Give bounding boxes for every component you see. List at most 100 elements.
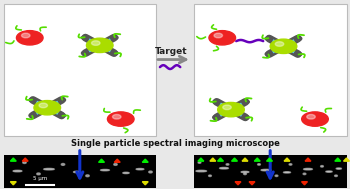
Ellipse shape: [47, 107, 53, 111]
Ellipse shape: [265, 52, 273, 56]
Circle shape: [244, 173, 246, 175]
Polygon shape: [10, 158, 16, 161]
Ellipse shape: [29, 113, 37, 118]
Circle shape: [303, 173, 306, 175]
Ellipse shape: [101, 169, 109, 171]
Ellipse shape: [123, 172, 129, 174]
Ellipse shape: [225, 109, 232, 113]
Circle shape: [149, 171, 152, 173]
FancyBboxPatch shape: [4, 155, 156, 188]
Ellipse shape: [13, 170, 22, 172]
Ellipse shape: [99, 45, 106, 49]
Circle shape: [335, 175, 337, 177]
Ellipse shape: [41, 107, 48, 111]
Text: Single particle spectral imaging microscope: Single particle spectral imaging microsc…: [71, 139, 279, 148]
Ellipse shape: [58, 98, 65, 102]
Text: 5 μm: 5 μm: [33, 177, 47, 181]
Ellipse shape: [74, 171, 80, 173]
Circle shape: [209, 31, 236, 45]
Circle shape: [198, 162, 201, 163]
Ellipse shape: [82, 36, 89, 40]
Circle shape: [226, 164, 229, 165]
Polygon shape: [218, 158, 223, 161]
Polygon shape: [142, 159, 148, 162]
Ellipse shape: [294, 36, 302, 41]
Ellipse shape: [136, 169, 144, 170]
Circle shape: [34, 101, 61, 115]
Ellipse shape: [110, 51, 118, 55]
Ellipse shape: [99, 42, 106, 46]
Circle shape: [223, 105, 231, 110]
Circle shape: [218, 102, 244, 117]
Ellipse shape: [283, 46, 289, 50]
Ellipse shape: [241, 171, 249, 173]
Ellipse shape: [230, 106, 237, 110]
Circle shape: [21, 33, 30, 38]
Polygon shape: [249, 182, 255, 185]
Ellipse shape: [220, 167, 228, 169]
Ellipse shape: [284, 172, 290, 173]
Ellipse shape: [94, 42, 100, 46]
Circle shape: [275, 42, 284, 46]
Polygon shape: [302, 182, 307, 185]
Circle shape: [16, 31, 43, 45]
Ellipse shape: [294, 52, 302, 56]
Polygon shape: [235, 182, 241, 185]
Ellipse shape: [110, 36, 118, 40]
Ellipse shape: [283, 43, 289, 47]
Circle shape: [214, 33, 223, 38]
Ellipse shape: [278, 43, 284, 47]
Circle shape: [114, 163, 117, 165]
Circle shape: [258, 164, 260, 165]
Ellipse shape: [304, 168, 312, 170]
Ellipse shape: [94, 45, 100, 49]
Polygon shape: [198, 158, 204, 161]
Polygon shape: [267, 158, 272, 161]
Polygon shape: [335, 158, 341, 161]
Circle shape: [23, 162, 26, 163]
Circle shape: [307, 115, 315, 119]
Ellipse shape: [265, 36, 273, 41]
Ellipse shape: [326, 171, 332, 172]
Circle shape: [107, 112, 134, 126]
Polygon shape: [142, 182, 148, 185]
Polygon shape: [22, 158, 28, 161]
Circle shape: [270, 39, 297, 53]
Circle shape: [321, 166, 323, 167]
Ellipse shape: [336, 168, 342, 169]
Ellipse shape: [58, 113, 65, 118]
Ellipse shape: [44, 168, 54, 170]
Circle shape: [86, 38, 113, 53]
Polygon shape: [114, 159, 120, 162]
Ellipse shape: [261, 169, 271, 171]
Polygon shape: [210, 158, 216, 161]
Circle shape: [302, 112, 328, 126]
Circle shape: [39, 103, 48, 108]
Polygon shape: [254, 158, 260, 161]
FancyBboxPatch shape: [194, 155, 346, 188]
Circle shape: [112, 115, 121, 119]
Polygon shape: [232, 158, 237, 161]
Polygon shape: [10, 182, 16, 185]
Ellipse shape: [213, 115, 220, 119]
Circle shape: [289, 164, 292, 165]
Ellipse shape: [278, 46, 284, 50]
Polygon shape: [99, 159, 104, 162]
Ellipse shape: [241, 115, 249, 119]
Ellipse shape: [41, 105, 48, 108]
Circle shape: [37, 173, 40, 175]
Circle shape: [61, 163, 65, 165]
Ellipse shape: [241, 100, 249, 104]
Polygon shape: [344, 158, 349, 161]
Ellipse shape: [213, 100, 220, 104]
Polygon shape: [284, 158, 290, 161]
Ellipse shape: [47, 105, 53, 108]
Polygon shape: [242, 158, 248, 161]
Ellipse shape: [225, 106, 232, 110]
Circle shape: [275, 175, 278, 177]
Circle shape: [86, 175, 89, 177]
Ellipse shape: [230, 109, 237, 113]
Circle shape: [91, 41, 100, 45]
Ellipse shape: [82, 51, 89, 55]
Polygon shape: [305, 158, 311, 161]
